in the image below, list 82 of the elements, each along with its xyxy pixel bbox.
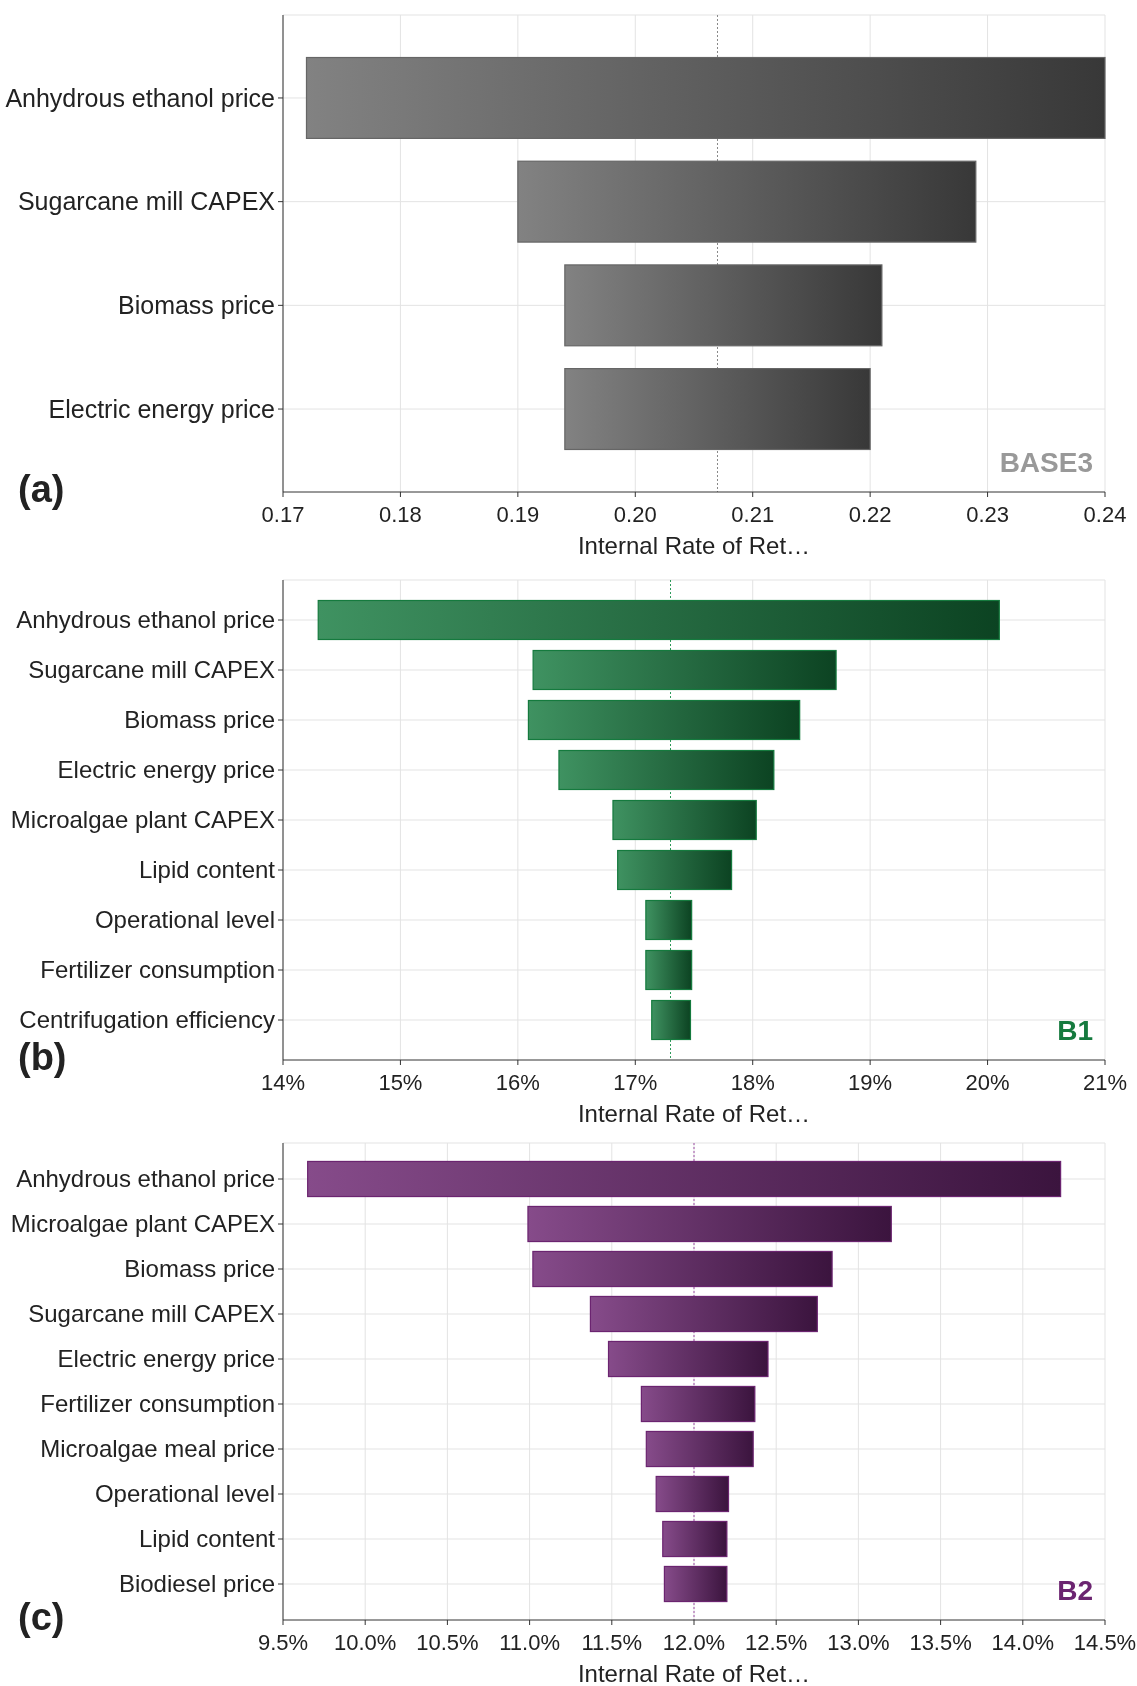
bar — [607, 1340, 769, 1378]
bar — [662, 1520, 728, 1558]
x-tick-label: 0.21 — [731, 502, 775, 527]
bar — [655, 1475, 730, 1513]
y-tick-label: Sugarcane mill CAPEX — [28, 1300, 275, 1328]
y-tick-label: Fertilizer consumption — [40, 1390, 275, 1418]
x-tick-label: 15% — [378, 1070, 423, 1095]
x-tick-label: 0.17 — [261, 502, 305, 527]
y-tick-label: Anhydrous ethanol price — [16, 1165, 275, 1193]
x-tick-label: 10.0% — [334, 1630, 397, 1655]
x-tick-label: 0.19 — [496, 502, 540, 527]
y-tick-label: Electric energy price — [57, 756, 275, 784]
x-axis-title: Internal Rate of Ret… — [577, 1660, 811, 1686]
y-tick-label: Biomass price — [124, 1255, 275, 1283]
bar — [305, 56, 1106, 139]
y-tick-label: Lipid content — [138, 1525, 276, 1553]
bar — [558, 749, 775, 791]
y-tick-label: Sugarcane mill CAPEX — [28, 656, 275, 684]
y-tick-label: Electric energy price — [57, 1345, 275, 1373]
annotation: B2 — [1057, 1575, 1093, 1606]
bar — [517, 160, 977, 243]
y-tick-label: Sugarcane mill CAPEX — [17, 187, 276, 216]
bar — [617, 849, 733, 891]
y-tick-label: Operational level — [94, 906, 275, 934]
bar — [527, 1205, 892, 1243]
y-tick-label: Fertilizer consumption — [40, 956, 275, 984]
x-tick-label: 20% — [965, 1070, 1010, 1095]
y-tick-label: Lipid content — [138, 856, 276, 884]
bar — [645, 1430, 754, 1468]
annotation: BASE3 — [999, 447, 1093, 478]
x-tick-label: 0.24 — [1083, 502, 1127, 527]
y-tick-label: Microalgae meal price — [40, 1435, 275, 1463]
x-tick-label: 12.5% — [745, 1630, 808, 1655]
x-tick-label: 16% — [495, 1070, 540, 1095]
x-tick-label: 11.0% — [499, 1630, 560, 1655]
x-tick-label: 14% — [260, 1070, 306, 1095]
x-tick-label: 21% — [1082, 1070, 1128, 1095]
y-tick-label: Microalgae plant CAPEX — [10, 1210, 275, 1238]
text: (b) — [18, 1036, 67, 1078]
x-axis-title: Internal Rate of Ret… — [577, 532, 811, 559]
bar — [640, 1385, 756, 1423]
text: (a) — [18, 468, 65, 510]
x-tick-label: 14.5% — [1073, 1630, 1137, 1655]
bar — [564, 264, 883, 347]
bar — [532, 1250, 833, 1288]
y-tick-label: Biomass price — [124, 706, 275, 734]
y-tick-label: Anhydrous ethanol price — [5, 83, 275, 112]
y-tick-label: Biomass price — [118, 291, 275, 320]
annotation: B1 — [1057, 1015, 1093, 1046]
x-tick-label: 13.0% — [827, 1630, 890, 1655]
y-tick-label: Electric energy price — [48, 394, 275, 423]
bar — [317, 599, 1000, 641]
y-tick-label: Biodiesel price — [118, 1570, 275, 1598]
y-tick-label: Operational level — [94, 1480, 275, 1508]
x-tick-label: 18% — [730, 1070, 775, 1095]
bar — [645, 899, 693, 941]
text: (c) — [18, 1596, 65, 1638]
x-tick-label: 14.0% — [991, 1630, 1054, 1655]
x-tick-label: 11.5% — [581, 1630, 643, 1655]
bar — [612, 799, 757, 841]
x-tick-label: 13.5% — [909, 1630, 972, 1655]
x-tick-label: 0.18 — [379, 502, 422, 527]
bar — [663, 1565, 728, 1603]
y-tick-label: Anhydrous ethanol price — [16, 606, 275, 634]
x-tick-label: 0.22 — [848, 502, 892, 527]
bar — [589, 1295, 818, 1333]
bar — [532, 649, 837, 691]
x-tick-label: 0.20 — [613, 502, 657, 527]
bar — [645, 949, 693, 991]
x-tick-label: 12.0% — [662, 1630, 726, 1655]
x-axis-title: Internal Rate of Ret… — [577, 1100, 811, 1127]
y-tick-label: Centrifugation efficiency — [19, 1006, 275, 1034]
x-tick-label: 0.23 — [966, 502, 1009, 527]
x-tick-label: 9.5% — [257, 1630, 309, 1655]
x-tick-label: 10.5% — [416, 1630, 479, 1655]
x-tick-label: 17% — [613, 1070, 658, 1095]
bar — [307, 1160, 1062, 1198]
x-tick-label: 19% — [848, 1070, 893, 1095]
bar — [564, 368, 871, 451]
bar — [527, 699, 801, 741]
y-tick-label: Microalgae plant CAPEX — [10, 806, 275, 834]
bar — [651, 999, 692, 1041]
